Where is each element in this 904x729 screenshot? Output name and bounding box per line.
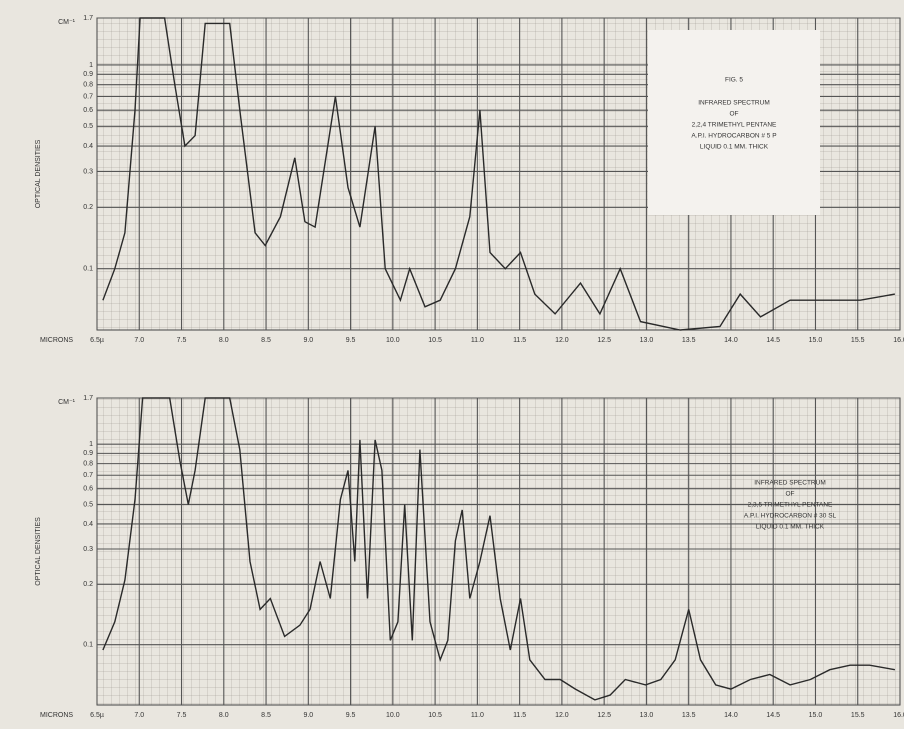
y-tick-label: 0.8 <box>83 82 93 89</box>
x-tick-label: 12.5 <box>597 337 611 344</box>
y-tick-label: 0.6 <box>83 486 93 493</box>
annotation-line: INFRARED SPECTRUM <box>698 100 770 107</box>
x-tick-label: 10.5 <box>428 712 442 719</box>
x-tick-label: 15.0 <box>809 712 823 719</box>
y-tick-label: 0.9 <box>83 450 93 457</box>
x-tick-label: 10.0 <box>386 337 400 344</box>
annotation-line: 2,3,5 TRIMETHYL PENTANE <box>748 502 833 509</box>
x-tick-label: 8.0 <box>219 712 229 719</box>
x-tick-label: 13.0 <box>640 337 654 344</box>
x-tick-label: 15.5 <box>851 712 865 719</box>
y-tick-label: 0.6 <box>83 107 93 114</box>
x-tick-label: 8.5 <box>261 712 271 719</box>
annotation-line: FIG. 5 <box>725 77 743 84</box>
x-tick-label: 15.5 <box>851 337 865 344</box>
x-tick-label: 16.0 <box>893 337 904 344</box>
x-tick-label: 11.5 <box>513 712 526 719</box>
x-tick-label: 7.0 <box>134 337 144 344</box>
y-axis-title: OPTICAL DENSITIES <box>35 517 42 586</box>
y-tick-label: 0.4 <box>83 521 93 528</box>
y-tick-label: 1.7 <box>83 395 93 402</box>
page: 0.1 0.2 0.3 0.4 0.5 0.6 0.7 0.8 0.9 1 1.7 6.5µ 7.0 7.… <box>0 0 904 729</box>
annotation-line: 2,2,4 TRIMETHYL PENTANE <box>692 122 777 129</box>
x-tick-label: 10.5 <box>428 337 442 344</box>
y-tick-label: 0.7 <box>83 93 93 100</box>
x-tick-label: 11.0 <box>471 712 484 719</box>
x-tick-label: 9.0 <box>303 712 313 719</box>
x-tick-label: 13.5 <box>682 712 696 719</box>
annotation-line: LIQUID 0.1 MM. THICK <box>700 144 769 151</box>
x-tick-label: 6.5µ <box>90 712 104 719</box>
y-axis-title: OPTICAL DENSITIES <box>35 139 42 208</box>
annotation-line: OF <box>729 111 738 118</box>
y-tick-label: 1 <box>89 62 93 69</box>
y-unit: CM⁻¹ <box>58 399 76 406</box>
y-tick-label: 0.3 <box>83 168 93 175</box>
x-tick-label: 7.5 <box>177 712 187 719</box>
x-tick-label: 12.0 <box>555 712 569 719</box>
annotation: FIG. 5 INFRARED SPECTRUM OF 2,2,4 TRIMETHYL… <box>648 30 820 215</box>
x-tick-label: 10.0 <box>386 712 400 719</box>
x-tick-label: 13.0 <box>640 712 654 719</box>
x-tick-label: 8.0 <box>219 337 229 344</box>
x-tick-label: 14.0 <box>724 337 738 344</box>
x-tick-label: 9.5 <box>346 712 356 719</box>
x-tick-label: 12.5 <box>597 712 611 719</box>
y-tick-label: 0.3 <box>83 546 93 553</box>
y-tick-label: 0.1 <box>83 266 93 273</box>
x-tick-label: 14.5 <box>766 337 780 344</box>
x-tick-label: 12.0 <box>555 337 569 344</box>
x-tick-label: 16.0 <box>893 712 904 719</box>
x-tick-label: 9.0 <box>303 337 313 344</box>
x-tick-label: 7.5 <box>177 337 187 344</box>
y-unit: CM⁻¹ <box>58 19 76 26</box>
x-tick-label: 7.0 <box>134 712 144 719</box>
annotation-line: OF <box>785 491 794 498</box>
y-tick-label: 0.5 <box>83 501 93 508</box>
y-tick-label: 1 <box>89 441 93 448</box>
x-tick-label: 13.5 <box>682 337 696 344</box>
x-tick-label: 11.5 <box>513 337 526 344</box>
y-tick-label: 0.8 <box>83 460 93 467</box>
annotation-line: A.P.I. HYDROCARBON # 30 SL <box>744 513 837 520</box>
annotation-line: LIQUID 0.1 MM. THICK <box>756 524 825 531</box>
x-tick-label: 15.0 <box>809 337 823 344</box>
x-axis-title: MICRONS <box>40 337 73 344</box>
annotation-line: INFRARED SPECTRUM <box>754 480 826 487</box>
x-tick-label: 14.5 <box>766 712 780 719</box>
annotation-line: A.P.I. HYDROCARBON # 5 P <box>691 133 776 140</box>
y-tick-label: 0.9 <box>83 71 93 78</box>
x-tick-label: 11.0 <box>471 337 484 344</box>
y-tick-label: 0.1 <box>83 641 93 648</box>
y-tick-label: 0.5 <box>83 123 93 130</box>
y-tick-label: 1.7 <box>83 15 93 22</box>
x-tick-label: 14.0 <box>724 712 738 719</box>
x-axis-title: MICRONS <box>40 712 73 719</box>
y-tick-label: 0.4 <box>83 143 93 150</box>
y-tick-label: 0.2 <box>83 581 93 588</box>
y-tick-label: 0.2 <box>83 204 93 211</box>
x-tick-label: 8.5 <box>261 337 271 344</box>
x-tick-label: 9.5 <box>346 337 356 344</box>
y-tick-label: 0.7 <box>83 472 93 479</box>
x-tick-label: 6.5µ <box>90 337 104 344</box>
